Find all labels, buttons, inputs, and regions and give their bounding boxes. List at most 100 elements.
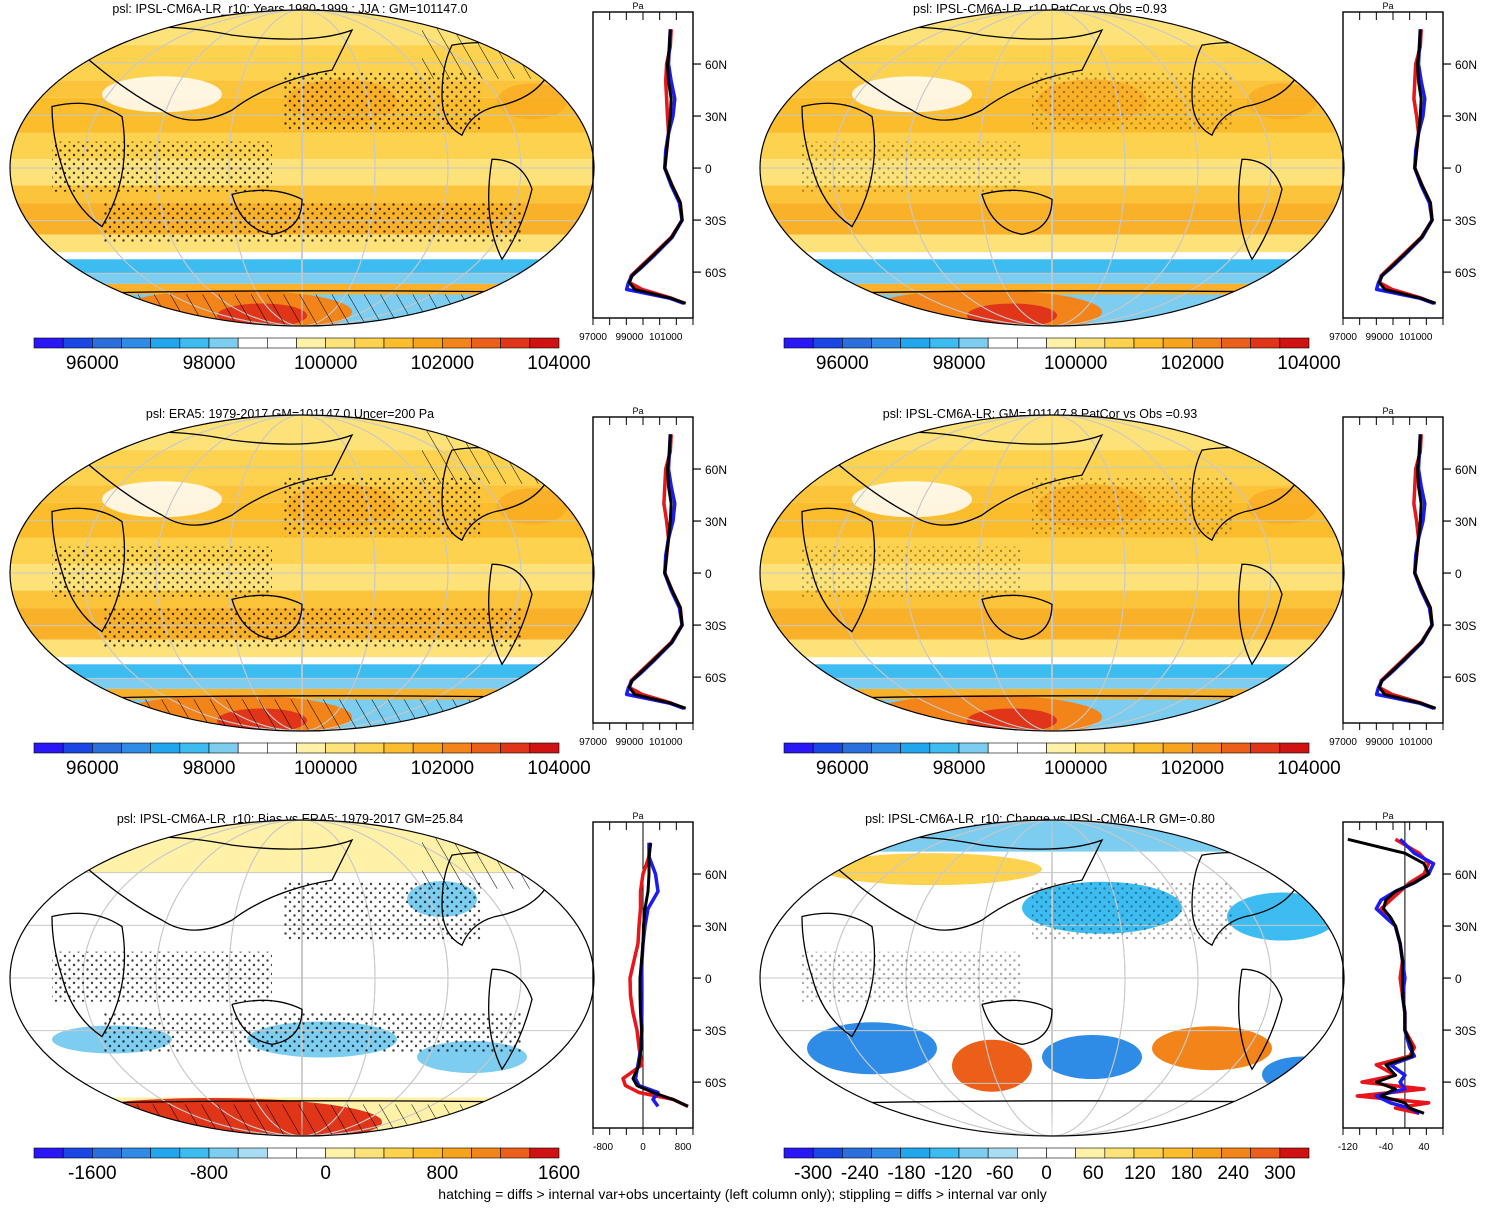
profile-x-tick-label: -800 <box>593 1142 613 1153</box>
map-neg <box>807 1022 937 1075</box>
profile-unit: Pa <box>632 1 643 11</box>
figure-footnote: hatching = diffs > internal var+obs unce… <box>438 1186 1047 1202</box>
colorbar-swatch <box>987 742 1018 754</box>
profile-lat-label: 30N <box>1455 515 1477 529</box>
colorbar-swatch <box>121 1147 151 1159</box>
colorbar-swatch <box>208 742 239 754</box>
colorbar-swatch <box>929 337 960 349</box>
map-stippling <box>102 608 522 649</box>
colorbar-tick-label: 96000 <box>66 758 119 779</box>
colorbar-swatch <box>842 742 872 754</box>
colorbar-swatch <box>500 1147 531 1159</box>
panel-3: psl: ERA5: 1979-2017 GM=101147.0 Uncer=2… <box>9 406 727 779</box>
map-stippling <box>1032 476 1232 537</box>
colorbar-swatch <box>296 742 326 754</box>
colorbar-swatch <box>1162 1147 1193 1159</box>
colorbar-swatch <box>783 337 814 349</box>
colorbar-swatch <box>529 337 560 349</box>
profile-line-obs <box>624 29 685 305</box>
colorbar-tick-label: 98000 <box>183 353 236 374</box>
colorbar-tick-label: 60 <box>1083 1163 1104 1184</box>
panel-title: psl: IPSL-CM6A-LR_r10: Bias vs ERA5: 197… <box>117 812 463 826</box>
profile-lat-label: 0 <box>1455 567 1462 581</box>
map-coastline <box>1238 563 1283 666</box>
colorbar-swatch <box>842 1147 872 1159</box>
colorbar-swatch <box>179 1147 210 1159</box>
profile-lat-label: 30N <box>1455 920 1477 934</box>
profile-lat-label: 0 <box>705 972 712 986</box>
colorbar-swatch <box>296 1147 326 1159</box>
colorbar-swatch <box>325 337 356 349</box>
colorbar-swatch <box>442 742 472 754</box>
colorbar-swatch <box>1250 337 1281 349</box>
panel-4: psl: IPSL-CM6A-LR: GM=101147.8 PatCor vs… <box>759 406 1477 779</box>
colorbar-tick-label: -1600 <box>68 1163 117 1184</box>
map-outline <box>9 9 595 327</box>
colorbar-swatch <box>871 1147 901 1159</box>
colorbar-tick-label: 104000 <box>527 353 590 374</box>
colorbar-tick-label: 100000 <box>1044 353 1107 374</box>
colorbar-tick-label: 98000 <box>183 758 236 779</box>
colorbar-swatch <box>296 337 326 349</box>
profile-lat-label: 60S <box>1455 1076 1476 1090</box>
map-low-asia <box>852 76 972 113</box>
map-high-natl <box>497 83 567 120</box>
map-neg <box>1042 1035 1142 1079</box>
colorbar-tick-label: 104000 <box>1277 353 1340 374</box>
colorbar-swatch <box>500 742 531 754</box>
colorbar-tick-label: 120 <box>1124 1163 1156 1184</box>
colorbar-tick-label: 100000 <box>294 353 357 374</box>
panel-title: psl: IPSL-CM6A-LR_r10: Change vs IPSL-CM… <box>865 812 1215 826</box>
map-stippling <box>802 546 1022 597</box>
profile-line-obs <box>1374 434 1435 710</box>
colorbar-swatch <box>958 337 989 349</box>
colorbar-swatch <box>383 742 414 754</box>
colorbar-tick-label: 96000 <box>816 758 869 779</box>
colorbar-swatch <box>812 337 843 349</box>
colorbar-swatch <box>1279 337 1310 349</box>
profile-unit: Pa <box>632 811 643 821</box>
colorbar-swatch <box>1192 1147 1222 1159</box>
colorbar-tick-label: -120 <box>934 1163 972 1184</box>
map-hatching <box>32 294 572 325</box>
colorbar-tick-label: 96000 <box>66 353 119 374</box>
profile-lat-label: 30N <box>705 920 727 934</box>
profile-x-tick-label: 97000 <box>1329 737 1357 748</box>
colorbar-swatch <box>442 337 472 349</box>
colorbar-swatch <box>179 337 210 349</box>
map-coastline <box>1238 158 1283 261</box>
profile-x-tick-label: 99000 <box>615 737 643 748</box>
profile-x-tick-label: 101000 <box>649 332 683 343</box>
profile-unit: Pa <box>1382 406 1393 416</box>
colorbar-swatch <box>412 742 443 754</box>
map-stippling <box>282 71 482 132</box>
profile-lat-label: 60N <box>1455 868 1477 882</box>
profile-lat-label: 60S <box>705 671 726 685</box>
map-meridian <box>301 415 303 731</box>
map-stippling <box>52 951 272 1002</box>
panel-title: psl: IPSL-CM6A-LR_r10: Years 1980-1999 :… <box>112 2 467 16</box>
colorbar-swatch <box>237 1147 268 1159</box>
colorbar-swatch <box>1046 1147 1076 1159</box>
colorbar-swatch <box>354 742 385 754</box>
colorbar-swatch <box>33 337 64 349</box>
colorbar-tick-label: 0 <box>320 1163 331 1184</box>
colorbar-swatch <box>783 1147 814 1159</box>
profile-lat-label: 60S <box>705 1076 726 1090</box>
profile-lat-label: 60N <box>1455 463 1477 477</box>
colorbar-tick-label: 240 <box>1217 1163 1249 1184</box>
colorbar-swatch <box>1133 1147 1164 1159</box>
profile-x-tick-label: 99000 <box>1365 737 1393 748</box>
colorbar-swatch <box>1046 742 1076 754</box>
map-outline <box>759 414 1345 732</box>
map-hatching <box>422 18 582 79</box>
colorbar-swatch <box>1279 1147 1310 1159</box>
map-coastline <box>1238 968 1283 1071</box>
colorbar-swatch <box>237 337 268 349</box>
colorbar-swatch <box>179 742 210 754</box>
map-body <box>760 415 1344 731</box>
colorbar-tick-label: -180 <box>887 1163 925 1184</box>
colorbar-tick-label: 300 <box>1264 1163 1296 1184</box>
colorbar-swatch <box>900 1147 931 1159</box>
